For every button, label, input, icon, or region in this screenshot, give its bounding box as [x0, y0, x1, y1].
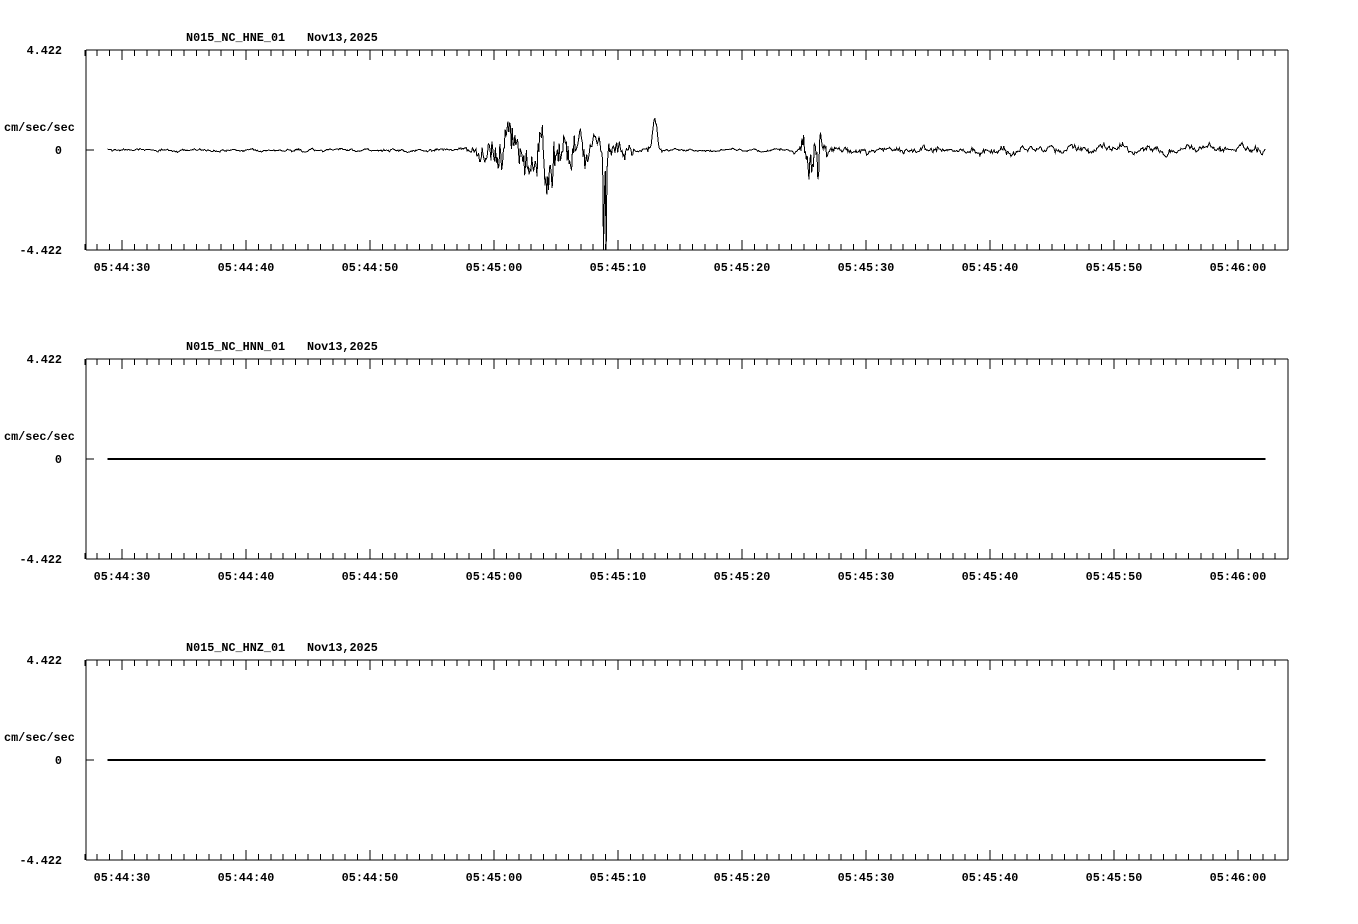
svg-text:05:44:30: 05:44:30: [94, 261, 151, 275]
svg-text:0: 0: [55, 754, 62, 768]
svg-text:Nov13,2025: Nov13,2025: [307, 340, 378, 354]
svg-text:4.422: 4.422: [27, 44, 62, 58]
svg-text:05:46:00: 05:46:00: [1210, 261, 1267, 275]
svg-text:05:44:40: 05:44:40: [218, 871, 275, 885]
svg-text:05:46:00: 05:46:00: [1210, 570, 1267, 584]
svg-text:05:45:50: 05:45:50: [1086, 570, 1143, 584]
svg-text:0: 0: [55, 144, 62, 158]
svg-text:05:44:30: 05:44:30: [94, 570, 151, 584]
svg-text:05:45:10: 05:45:10: [590, 871, 647, 885]
svg-text:05:45:20: 05:45:20: [714, 570, 771, 584]
svg-text:05:45:30: 05:45:30: [838, 871, 895, 885]
svg-text:N015_NC_HNZ_01: N015_NC_HNZ_01: [186, 641, 285, 655]
svg-text:cm/sec/sec: cm/sec/sec: [4, 430, 75, 444]
svg-text:05:44:30: 05:44:30: [94, 871, 151, 885]
svg-text:05:45:50: 05:45:50: [1086, 871, 1143, 885]
svg-text:05:45:30: 05:45:30: [838, 261, 895, 275]
svg-text:05:45:40: 05:45:40: [962, 871, 1019, 885]
svg-text:05:44:50: 05:44:50: [342, 871, 399, 885]
svg-text:cm/sec/sec: cm/sec/sec: [4, 121, 75, 135]
svg-text:-4.422: -4.422: [20, 854, 62, 868]
svg-text:05:44:40: 05:44:40: [218, 570, 275, 584]
svg-text:05:45:20: 05:45:20: [714, 261, 771, 275]
svg-text:Nov13,2025: Nov13,2025: [307, 641, 378, 655]
svg-text:N015_NC_HNN_01: N015_NC_HNN_01: [186, 340, 285, 354]
svg-text:0: 0: [55, 453, 62, 467]
svg-text:05:44:50: 05:44:50: [342, 261, 399, 275]
svg-text:05:45:40: 05:45:40: [962, 261, 1019, 275]
svg-text:05:44:50: 05:44:50: [342, 570, 399, 584]
svg-text:cm/sec/sec: cm/sec/sec: [4, 731, 75, 745]
svg-text:05:45:00: 05:45:00: [466, 871, 523, 885]
svg-text:05:45:10: 05:45:10: [590, 261, 647, 275]
svg-text:05:45:10: 05:45:10: [590, 570, 647, 584]
svg-text:05:44:40: 05:44:40: [218, 261, 275, 275]
svg-text:Nov13,2025: Nov13,2025: [307, 31, 378, 45]
svg-text:05:45:50: 05:45:50: [1086, 261, 1143, 275]
svg-text:-4.422: -4.422: [20, 553, 62, 567]
svg-text:05:45:30: 05:45:30: [838, 570, 895, 584]
svg-text:05:45:00: 05:45:00: [466, 570, 523, 584]
svg-text:05:45:20: 05:45:20: [714, 871, 771, 885]
svg-text:4.422: 4.422: [27, 353, 62, 367]
svg-text:05:46:00: 05:46:00: [1210, 871, 1267, 885]
svg-text:4.422: 4.422: [27, 654, 62, 668]
svg-text:-4.422: -4.422: [20, 244, 62, 258]
svg-text:05:45:00: 05:45:00: [466, 261, 523, 275]
svg-text:05:45:40: 05:45:40: [962, 570, 1019, 584]
svg-text:N015_NC_HNE_01: N015_NC_HNE_01: [186, 31, 285, 45]
